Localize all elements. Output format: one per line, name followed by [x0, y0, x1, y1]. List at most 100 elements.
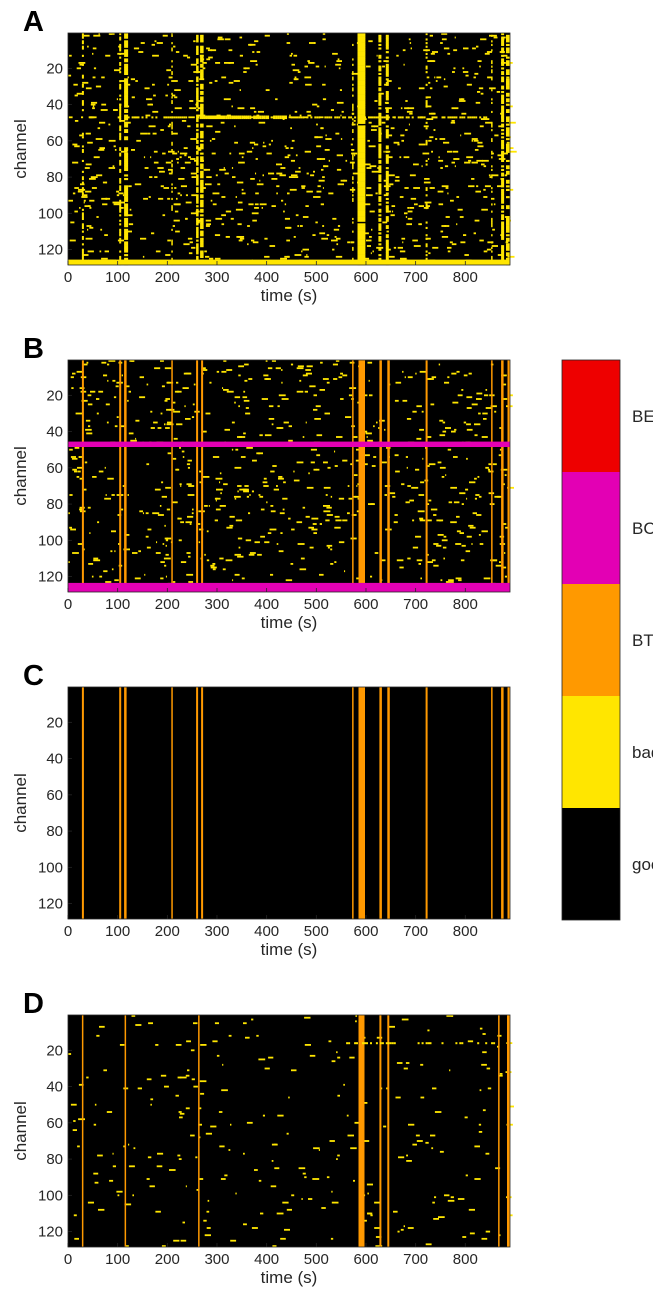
bad-segment — [357, 110, 366, 114]
noise-speck — [104, 250, 109, 253]
noise-speck — [150, 1103, 152, 1106]
noise-speck — [263, 141, 265, 144]
bad-segment — [119, 219, 122, 222]
bad-segment — [119, 163, 122, 166]
bad-channel-segment — [379, 1042, 382, 1045]
bad-segment — [378, 78, 382, 81]
bad-segment — [357, 223, 366, 226]
noise-speck — [82, 81, 89, 84]
noise-speck — [322, 176, 325, 179]
noise-speck — [68, 561, 70, 564]
noise-speck — [217, 38, 224, 41]
bad-time-band — [507, 687, 510, 919]
y-tick-label: 80 — [46, 169, 63, 186]
noise-speck — [299, 114, 302, 117]
noise-speck — [214, 1022, 219, 1025]
bad-segment — [357, 197, 366, 201]
bad-segment — [124, 158, 129, 161]
noise-speck — [171, 33, 173, 35]
bad-segment — [124, 254, 129, 257]
noise-speck — [206, 58, 211, 61]
x-tick-label: 600 — [353, 269, 378, 286]
noise-speck — [483, 188, 486, 191]
bad-time-band — [196, 687, 199, 919]
bad-segment — [425, 243, 428, 246]
bad-segment — [171, 125, 173, 128]
bad-segment — [352, 76, 354, 79]
noise-speck — [172, 501, 178, 504]
noise-speck — [383, 150, 385, 153]
noise-speck — [438, 203, 444, 206]
bad-segment — [171, 96, 173, 99]
bad-segment — [378, 165, 382, 168]
x-tick-label: 300 — [204, 1251, 229, 1268]
noise-speck — [211, 138, 216, 140]
bad-segment — [378, 236, 382, 239]
noise-speck — [160, 577, 164, 580]
noise-speck — [178, 1158, 182, 1161]
noise-speck — [168, 150, 175, 153]
noise-speck — [464, 161, 471, 164]
noise-speck — [367, 139, 370, 142]
noise-speck — [172, 401, 176, 404]
bad-segment — [385, 51, 389, 54]
axes-frame — [67, 359, 511, 593]
panel-a: 0 100 200 300 400 500 600 700 80020406080100120t… — [11, 6, 517, 305]
bad-segment — [200, 132, 204, 135]
noise-speck — [400, 257, 407, 260]
noise-speck — [223, 98, 231, 101]
noise-speck — [342, 459, 348, 462]
noise-speck — [99, 250, 102, 253]
noise-speck — [331, 239, 338, 242]
bad-segment — [501, 141, 505, 144]
bad-segment — [357, 196, 366, 199]
noise-speck — [426, 76, 430, 79]
bad-segment — [119, 94, 122, 97]
noise-speck — [132, 1194, 134, 1197]
bad-segment — [200, 156, 204, 159]
bad-segment — [200, 199, 204, 202]
noise-speck — [369, 394, 373, 397]
noise-speck — [241, 188, 244, 191]
noise-speck — [281, 199, 284, 202]
bad-segment — [119, 152, 122, 155]
bad-channel-segment — [393, 116, 396, 119]
noise-speck — [187, 237, 193, 240]
noise-speck — [112, 201, 118, 204]
bad-segment — [196, 129, 199, 132]
bad-segment — [357, 172, 366, 175]
bad-segment — [378, 196, 382, 199]
bad-channel-segment — [181, 116, 184, 119]
bad-segment — [196, 188, 199, 192]
noise-speck — [493, 36, 498, 39]
noise-speck — [116, 194, 120, 197]
noise-speck — [286, 42, 291, 44]
bad-segment — [506, 51, 510, 54]
noise-speck — [396, 559, 404, 562]
bad-segment — [196, 118, 199, 121]
noise-speck — [468, 1208, 475, 1211]
noise-speck — [165, 553, 169, 556]
noise-speck — [167, 452, 172, 455]
noise-speck — [243, 1223, 247, 1226]
noise-speck — [399, 156, 402, 159]
noise-speck — [229, 515, 235, 518]
bad-segment — [425, 67, 428, 70]
noise-speck — [510, 150, 517, 153]
bad-segment — [81, 47, 84, 50]
noise-speck — [502, 483, 505, 486]
bad-segment — [378, 94, 382, 97]
bad-segment — [81, 252, 84, 255]
noise-speck — [375, 1245, 383, 1248]
noise-speck — [407, 207, 410, 209]
noise-speck — [321, 136, 323, 139]
noise-speck — [107, 477, 114, 480]
noise-speck — [460, 241, 466, 244]
noise-speck — [461, 389, 464, 391]
bad-segment — [501, 152, 505, 155]
bad-segment — [357, 134, 366, 137]
noise-speck — [509, 105, 513, 108]
bad-time-band — [358, 687, 365, 919]
bad-segment — [357, 89, 366, 92]
bad-segment — [385, 197, 389, 201]
